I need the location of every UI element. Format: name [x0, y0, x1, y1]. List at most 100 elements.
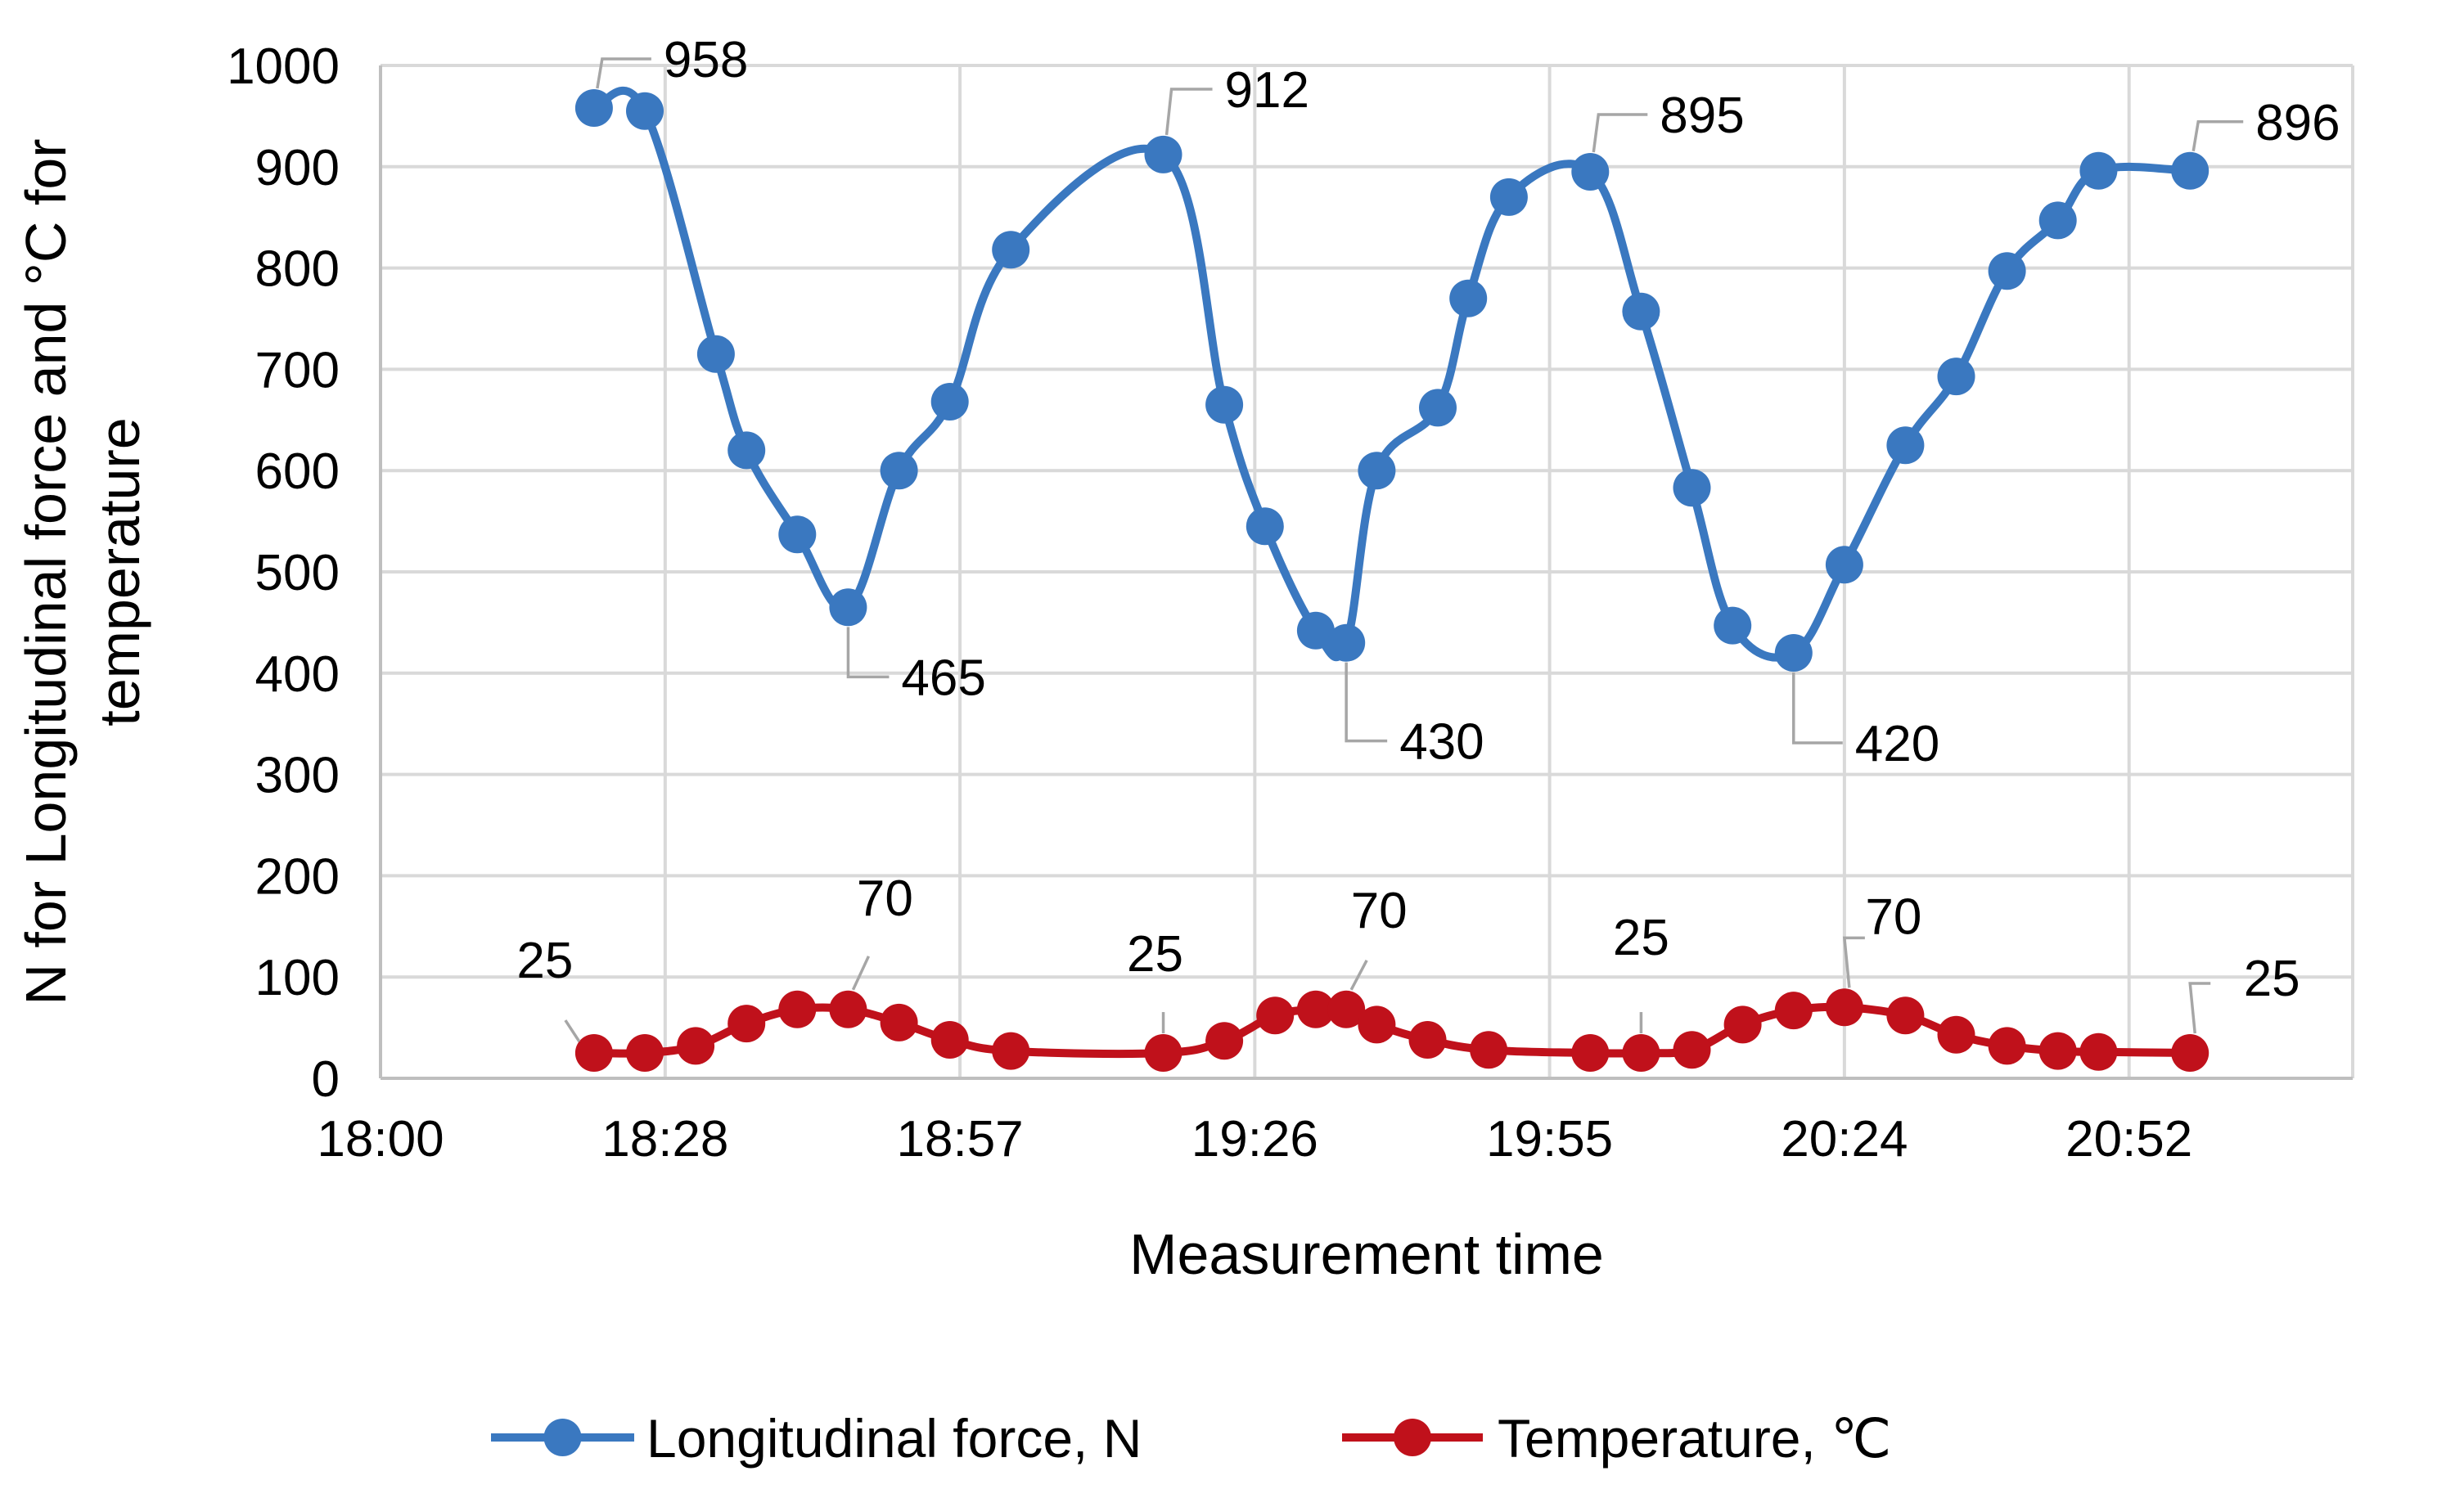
data-point	[829, 588, 867, 627]
y-tick-label: 700	[255, 342, 340, 398]
data-point	[2079, 151, 2118, 190]
data-point	[1774, 992, 1813, 1030]
legend-marker-dot-temperature	[1394, 1419, 1431, 1456]
data-point	[1673, 469, 1711, 507]
data-point	[1673, 1031, 1711, 1069]
label-leader	[2191, 120, 2244, 152]
y-tick-label: 500	[255, 545, 340, 601]
data-point	[1205, 385, 1244, 424]
data-label: 430	[1399, 714, 1484, 771]
series	[574, 86, 2209, 1072]
data-point	[1714, 606, 1752, 645]
x-tick-label: 18:57	[897, 1111, 1024, 1167]
y-tick-label: 100	[255, 950, 340, 1006]
label-leader	[851, 956, 871, 991]
data-point	[930, 1021, 969, 1059]
data-point	[626, 92, 664, 130]
y-axis-title-line-1: N for Longitudinal force and °C for	[14, 138, 78, 1005]
label-leader	[1842, 936, 1865, 988]
data-point	[1246, 507, 1284, 546]
x-axis-title: Measurement time	[1129, 1222, 1604, 1286]
data-point	[1205, 1022, 1244, 1060]
data-point	[1144, 1034, 1182, 1072]
data-label: 70	[857, 870, 913, 927]
data-point	[574, 89, 613, 127]
data-point	[2038, 201, 2077, 240]
label-leader	[2188, 982, 2211, 1034]
y-tick-label: 200	[255, 848, 340, 905]
data-point	[1571, 1034, 1610, 1072]
data-label: 912	[1225, 62, 1309, 119]
data-point	[1937, 358, 1975, 396]
data-point	[2171, 1034, 2209, 1072]
y-tick-label: 0	[312, 1051, 340, 1108]
data-point	[992, 231, 1030, 269]
y-tick-label: 900	[255, 140, 340, 196]
data-label: 25	[2244, 951, 2300, 1007]
data-label: 465	[901, 650, 985, 706]
data-label: 896	[2255, 95, 2340, 151]
data-point	[880, 1003, 918, 1041]
legend-label-temperature: Temperature, ℃	[1498, 1408, 1891, 1469]
y-axis-title-line-2: temperature	[88, 417, 151, 726]
y-tick-label: 400	[255, 646, 340, 703]
data-point	[1358, 452, 1396, 490]
data-point	[1886, 996, 1925, 1035]
data-point	[1825, 546, 1863, 584]
x-tick-label: 19:55	[1486, 1111, 1613, 1167]
data-point	[1622, 292, 1660, 331]
data-label: 70	[1351, 883, 1408, 939]
data-point	[1256, 996, 1295, 1035]
y-tick-label: 600	[255, 443, 340, 500]
data-labels: 958 465 912 430 895 420 896 25 70 25 70 25 70 25	[516, 32, 2340, 1043]
label-leader	[596, 57, 651, 89]
data-point	[880, 452, 918, 490]
data-point	[1449, 279, 1488, 317]
x-tick-label: 20:52	[2065, 1111, 2192, 1167]
data-label: 25	[1613, 910, 1669, 966]
data-point	[1825, 988, 1863, 1027]
data-point	[930, 383, 969, 421]
data-point	[1489, 178, 1528, 216]
data-point	[2171, 151, 2209, 190]
data-point	[1470, 1031, 1508, 1069]
data-point	[1988, 1027, 2026, 1065]
data-point	[1622, 1034, 1660, 1072]
data-label: 70	[1865, 888, 1921, 945]
y-tick-labels: 0 100 200 300 400 500 600 700 800 900 1000	[227, 38, 340, 1108]
label-leader	[846, 627, 890, 679]
axes	[379, 65, 2353, 1080]
data-point	[1408, 1021, 1447, 1059]
data-label: 958	[664, 32, 748, 88]
legend-item-longitudinal-force: Longitudinal force, N	[491, 1408, 1142, 1469]
legend-item-temperature: Temperature, ℃	[1342, 1408, 1891, 1469]
data-point	[1571, 153, 1610, 191]
data-point	[574, 1034, 613, 1072]
legend-marker-dot-force	[543, 1419, 582, 1456]
data-point	[778, 515, 817, 554]
data-point	[626, 1034, 664, 1072]
data-point	[727, 431, 766, 470]
data-point	[696, 335, 735, 373]
data-point	[1723, 1005, 1762, 1044]
data-point	[2038, 1032, 2077, 1070]
data-label: 25	[1127, 926, 1183, 983]
data-point	[1419, 389, 1457, 427]
legend-label-force: Longitudinal force, N	[646, 1408, 1142, 1469]
y-tick-label: 300	[255, 748, 340, 804]
label-leader	[1345, 662, 1388, 743]
x-tick-label: 18:00	[317, 1111, 444, 1167]
data-label: 420	[1855, 716, 1939, 772]
data-point	[2079, 1032, 2118, 1071]
data-point	[1327, 623, 1366, 662]
data-point	[778, 990, 817, 1028]
legend: Longitudinal force, N Temperature, ℃	[491, 1408, 1891, 1469]
data-point	[1296, 611, 1335, 650]
data-point	[1296, 990, 1335, 1028]
x-tick-label: 19:26	[1191, 1111, 1318, 1167]
label-leader	[1792, 673, 1843, 744]
label-leader	[564, 1019, 581, 1043]
data-label: 25	[516, 933, 573, 989]
data-point	[1358, 1005, 1396, 1044]
